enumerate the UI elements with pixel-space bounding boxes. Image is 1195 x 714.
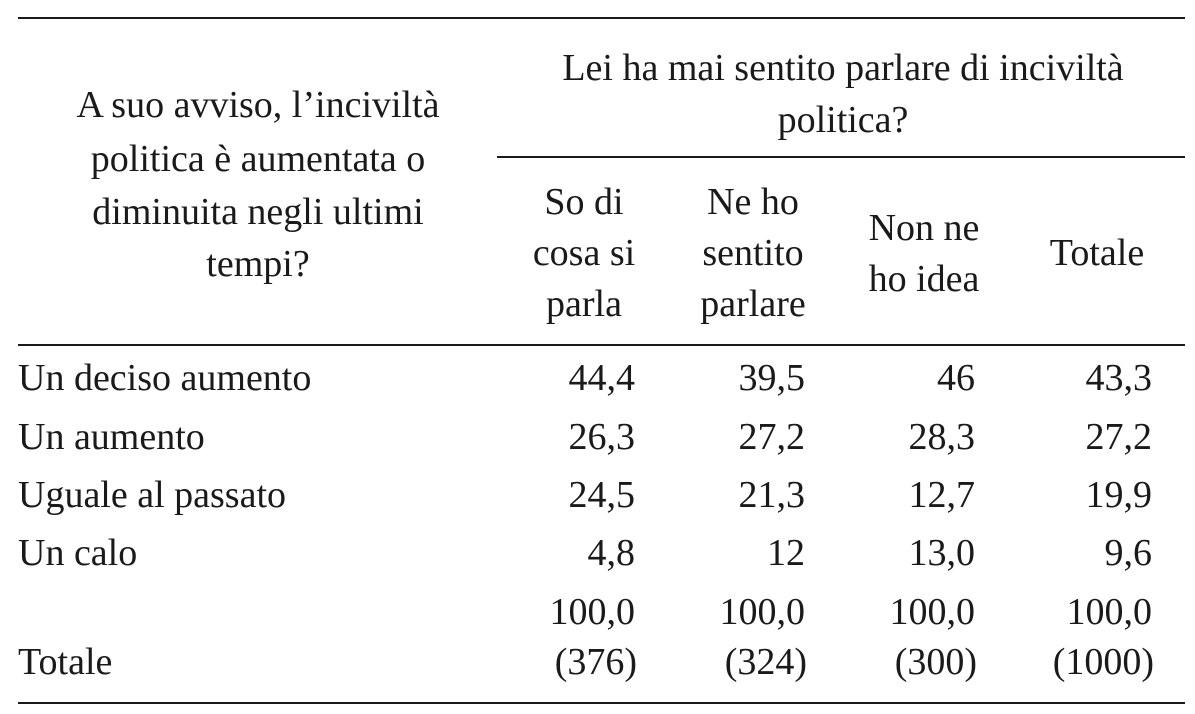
row-header-line: tempi? <box>206 243 310 285</box>
column-header-line: Totale <box>1049 232 1145 274</box>
group-header-line: politica? <box>777 99 909 141</box>
cell-value: 19,9 <box>1085 474 1153 516</box>
cell-value: 9,6 <box>1104 532 1153 574</box>
cell-value: 44,4 <box>568 357 636 399</box>
cell-value: 21,3 <box>738 474 806 516</box>
row-header-line: politica è aumentata o <box>90 138 426 180</box>
total-percent: 100,0 <box>719 591 806 633</box>
cell-value: 24,5 <box>568 474 636 516</box>
total-label: Totale <box>18 641 113 683</box>
header-rule <box>18 344 1185 346</box>
column-header-line: Non ne <box>868 206 980 249</box>
column-header-line: Ne ho <box>707 181 799 223</box>
total-n: (1000) <box>1052 641 1154 683</box>
total-n: (376) <box>554 641 637 683</box>
row-label: Un calo <box>18 532 138 574</box>
cell-value: 13,0 <box>908 532 976 574</box>
column-header-line: So di <box>544 181 624 223</box>
total-n: (324) <box>724 641 807 683</box>
total-percent: 100,0 <box>1066 591 1153 633</box>
column-header-line: sentito <box>702 232 804 274</box>
row-header-line: A suo avviso, l’inciviltà <box>76 84 440 126</box>
bottom-rule <box>18 702 1185 704</box>
cell-value: 43,3 <box>1085 357 1153 399</box>
total-percent: 100,0 <box>549 591 636 633</box>
row-label: Un aumento <box>18 416 205 458</box>
top-rule <box>18 17 1185 19</box>
column-header-line: parlare <box>700 283 806 325</box>
cell-value: 26,3 <box>568 416 636 458</box>
group-header-line: Lei ha mai sentito parlare di inciviltà <box>562 47 1124 89</box>
cell-value: 12 <box>767 532 805 574</box>
total-n: (300) <box>894 641 977 683</box>
row-header-line: diminuita negli ultimi <box>92 191 424 233</box>
row-label: Un deciso aumento <box>18 357 312 399</box>
column-header-line: parla <box>546 283 622 325</box>
column-header-line: ho idea <box>868 257 980 300</box>
cell-value: 46 <box>937 357 975 399</box>
cell-value: 27,2 <box>738 416 806 458</box>
total-percent: 100,0 <box>889 591 976 633</box>
column-header-line: cosa si <box>532 232 636 274</box>
cell-value: 12,7 <box>908 474 976 516</box>
cell-value: 27,2 <box>1085 416 1153 458</box>
cell-value: 28,3 <box>908 416 976 458</box>
group-rule <box>497 156 1185 158</box>
cell-value: 4,8 <box>587 532 636 574</box>
cell-value: 39,5 <box>738 357 806 399</box>
row-label: Uguale al passato <box>18 474 287 516</box>
